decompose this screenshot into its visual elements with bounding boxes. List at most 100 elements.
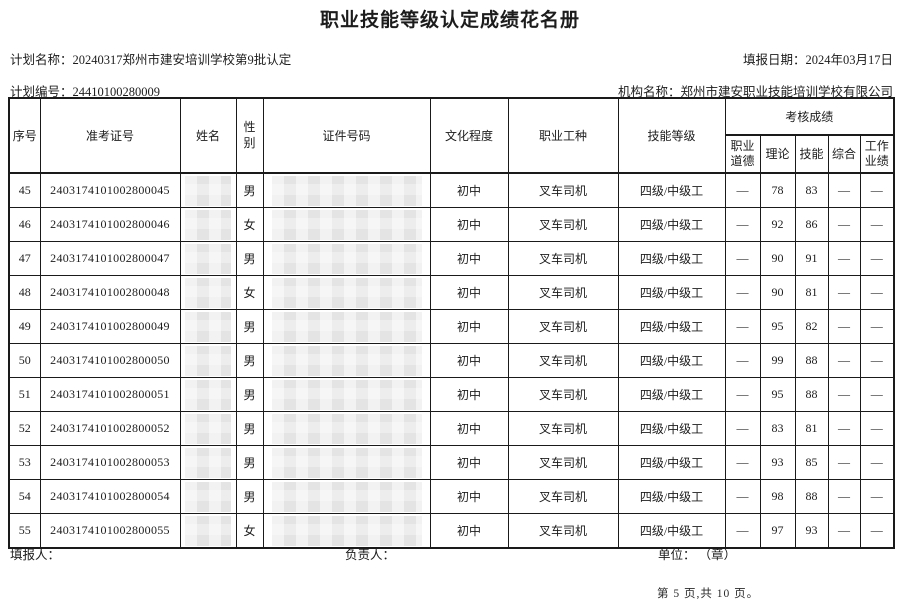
ethics-score-cell: — [724, 377, 761, 412]
seq-cell: 51 [8, 377, 41, 412]
redacted-block [271, 277, 422, 308]
col-header-skill: 技能 [794, 134, 829, 174]
occupation-cell: 叉车司机 [507, 377, 619, 412]
redacted-block [185, 243, 231, 274]
name-cell [179, 275, 237, 310]
skill-score-cell: 93 [794, 513, 829, 549]
plan-no-line: 计划编号：24410100280009 [10, 81, 160, 100]
admission-no-cell: 2403174101002800046 [39, 207, 181, 242]
admission-no-cell: 2403174101002800055 [39, 513, 181, 549]
ethics-score-cell: — [724, 172, 761, 208]
col-header-gender: 性别 [235, 97, 264, 174]
occupation-cell: 叉车司机 [507, 172, 619, 208]
performance-score-cell: — [859, 309, 895, 344]
theory-score-cell: 90 [759, 275, 796, 310]
admission-no-cell: 2403174101002800054 [39, 479, 181, 514]
admission-no-cell: 2403174101002800053 [39, 445, 181, 480]
col-header-comprehensive: 综合 [827, 134, 861, 174]
unit-seal-label: 单位： （章） [658, 548, 737, 562]
name-cell [179, 207, 237, 242]
table-row: 48 2403174101002800048 女初中 叉车司机 四级/中级工 —90 81—… [8, 275, 895, 310]
name-cell [179, 479, 237, 514]
admission-no-cell: 2403174101002800047 [39, 241, 181, 276]
education-cell: 初中 [429, 172, 509, 208]
level-cell: 四级/中级工 [617, 172, 726, 208]
roster-table: 序号 准考证号 姓名 性别 证件号码 文化程度 职业工种 技能等级 考核成绩 职… [8, 97, 895, 549]
ethics-score-cell: — [724, 479, 761, 514]
table-row: 45 2403174101002800045 男初中 叉车司机 四级/中级工 —78 83—… [8, 172, 895, 208]
occupation-cell: 叉车司机 [507, 343, 619, 378]
table-row: 54 2403174101002800054 男初中 叉车司机 四级/中级工 —98 88—… [8, 479, 895, 514]
level-cell: 四级/中级工 [617, 275, 726, 310]
report-date-value: 2024年03月17日 [805, 53, 893, 67]
theory-score-cell: 97 [759, 513, 796, 549]
gender-cell: 男 [235, 241, 264, 276]
table-row: 51 2403174101002800051 男初中 叉车司机 四级/中级工 —95 88—… [8, 377, 895, 412]
skill-score-cell: 85 [794, 445, 829, 480]
redacted-block [185, 175, 231, 206]
table-row: 46 2403174101002800046 女初中 叉车司机 四级/中级工 —92 86—… [8, 207, 895, 242]
admission-no-cell: 2403174101002800052 [39, 411, 181, 446]
comprehensive-score-cell: — [827, 309, 861, 344]
education-cell: 初中 [429, 445, 509, 480]
org-name-value: 郑州市建安职业技能培训学校有限公司 [680, 85, 893, 99]
education-cell: 初中 [429, 377, 509, 412]
redacted-block [185, 515, 231, 546]
ethics-score-cell: — [724, 445, 761, 480]
redacted-block [271, 345, 422, 376]
gender-cell: 男 [235, 377, 264, 412]
skill-score-cell: 86 [794, 207, 829, 242]
performance-score-cell: — [859, 479, 895, 514]
gender-cell: 男 [235, 445, 264, 480]
theory-score-cell: 90 [759, 241, 796, 276]
cert-no-cell [262, 275, 431, 310]
col-header-name: 姓名 [179, 97, 237, 174]
cert-no-cell [262, 377, 431, 412]
level-cell: 四级/中级工 [617, 241, 726, 276]
redacted-block [271, 311, 422, 342]
education-cell: 初中 [429, 241, 509, 276]
comprehensive-score-cell: — [827, 411, 861, 446]
table-row: 50 2403174101002800050 男初中 叉车司机 四级/中级工 —99 88—… [8, 343, 895, 378]
col-header-theory: 理论 [759, 134, 796, 174]
name-cell [179, 309, 237, 344]
performance-score-cell: — [859, 343, 895, 378]
gender-cell: 男 [235, 172, 264, 208]
gender-cell: 男 [235, 343, 264, 378]
table-body: 45 2403174101002800045 男初中 叉车司机 四级/中级工 —78 83—… [8, 172, 895, 549]
seq-cell: 49 [8, 309, 41, 344]
table-row: 47 2403174101002800047 男初中 叉车司机 四级/中级工 —90 91—… [8, 241, 895, 276]
gender-cell: 男 [235, 309, 264, 344]
occupation-cell: 叉车司机 [507, 241, 619, 276]
redacted-block [271, 379, 422, 410]
name-cell [179, 445, 237, 480]
education-cell: 初中 [429, 411, 509, 446]
comprehensive-score-cell: — [827, 275, 861, 310]
performance-score-cell: — [859, 445, 895, 480]
theory-score-cell: 92 [759, 207, 796, 242]
seq-cell: 54 [8, 479, 41, 514]
theory-score-cell: 95 [759, 309, 796, 344]
ethics-score-cell: — [724, 241, 761, 276]
comprehensive-score-cell: — [827, 343, 861, 378]
admission-no-cell: 2403174101002800050 [39, 343, 181, 378]
cert-no-cell [262, 411, 431, 446]
comprehensive-score-cell: — [827, 241, 861, 276]
gender-cell: 男 [235, 411, 264, 446]
education-cell: 初中 [429, 513, 509, 549]
redacted-block [185, 345, 231, 376]
plan-no-label: 计划编号： [10, 85, 73, 99]
col-header-cert-no: 证件号码 [262, 97, 431, 174]
comprehensive-score-cell: — [827, 377, 861, 412]
col-header-ethics: 职业道德 [724, 134, 761, 174]
gender-cell: 女 [235, 513, 264, 549]
skill-score-cell: 82 [794, 309, 829, 344]
redacted-block [185, 311, 231, 342]
seq-cell: 47 [8, 241, 41, 276]
redacted-block [271, 481, 422, 512]
redacted-block [185, 379, 231, 410]
table-row: 53 2403174101002800053 男初中 叉车司机 四级/中级工 —93 85—… [8, 445, 895, 480]
redacted-block [185, 277, 231, 308]
name-cell [179, 241, 237, 276]
skill-score-cell: 83 [794, 172, 829, 208]
